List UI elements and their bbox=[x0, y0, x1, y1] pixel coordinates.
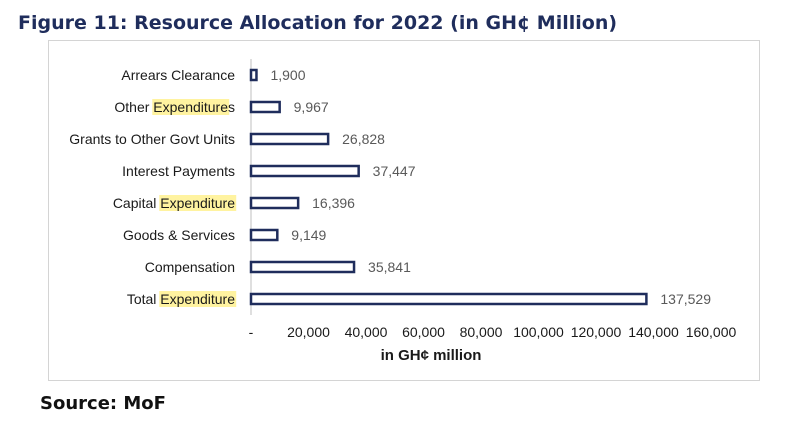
category-label: Capital Expenditure bbox=[113, 195, 235, 211]
x-tick-label: 140,000 bbox=[628, 324, 679, 340]
word-highlight bbox=[159, 291, 237, 307]
x-tick-label: 60,000 bbox=[402, 324, 445, 340]
x-tick-label: 40,000 bbox=[345, 324, 388, 340]
value-label: 1,900 bbox=[270, 67, 305, 83]
highlighted-word: Expenditure bbox=[153, 99, 228, 115]
bar bbox=[249, 260, 356, 274]
word-highlight bbox=[152, 99, 230, 115]
value-label: 35,841 bbox=[368, 259, 411, 275]
highlighted-word: Expenditure bbox=[160, 291, 235, 307]
category-label: Total Expenditure bbox=[127, 291, 235, 307]
highlighted-word: Expenditure bbox=[160, 195, 235, 211]
bar bbox=[249, 68, 258, 82]
figure-title: Figure 11: Resource Allocation for 2022 … bbox=[18, 12, 618, 34]
x-tick-label: 80,000 bbox=[460, 324, 503, 340]
bar bbox=[249, 196, 300, 210]
bar bbox=[249, 164, 360, 178]
bar bbox=[249, 228, 279, 242]
category-label: Goods & Services bbox=[123, 227, 235, 243]
bar bbox=[249, 132, 330, 146]
x-tick-label: 20,000 bbox=[287, 324, 330, 340]
chart-frame: Arrears Clearance 1,900 Other Expenditures… bbox=[48, 40, 760, 381]
value-label: 16,396 bbox=[312, 195, 355, 211]
bar-chart: Arrears Clearance 1,900 Other Expenditures… bbox=[69, 59, 737, 364]
category-label: Grants to Other Govt Units bbox=[69, 131, 235, 147]
value-label: 26,828 bbox=[342, 131, 385, 147]
x-tick-label: 100,000 bbox=[513, 324, 564, 340]
category-label: Arrears Clearance bbox=[121, 67, 235, 83]
category-label: Compensation bbox=[145, 259, 235, 275]
category-label: Interest Payments bbox=[122, 163, 235, 179]
value-label: 9,967 bbox=[294, 99, 329, 115]
x-tick-label: 160,000 bbox=[686, 324, 737, 340]
category-label: Other Expenditures bbox=[114, 99, 235, 115]
value-label: 9,149 bbox=[291, 227, 326, 243]
value-label: 37,447 bbox=[373, 163, 416, 179]
x-tick-label: 120,000 bbox=[571, 324, 622, 340]
source-note: Source: MoF bbox=[40, 393, 166, 414]
value-label: 137,529 bbox=[660, 291, 711, 307]
x-axis-title: in GH¢ million bbox=[381, 347, 482, 364]
bar bbox=[249, 292, 648, 306]
x-tick-label: - bbox=[249, 324, 254, 340]
bar bbox=[249, 100, 281, 114]
word-highlight bbox=[159, 195, 237, 211]
